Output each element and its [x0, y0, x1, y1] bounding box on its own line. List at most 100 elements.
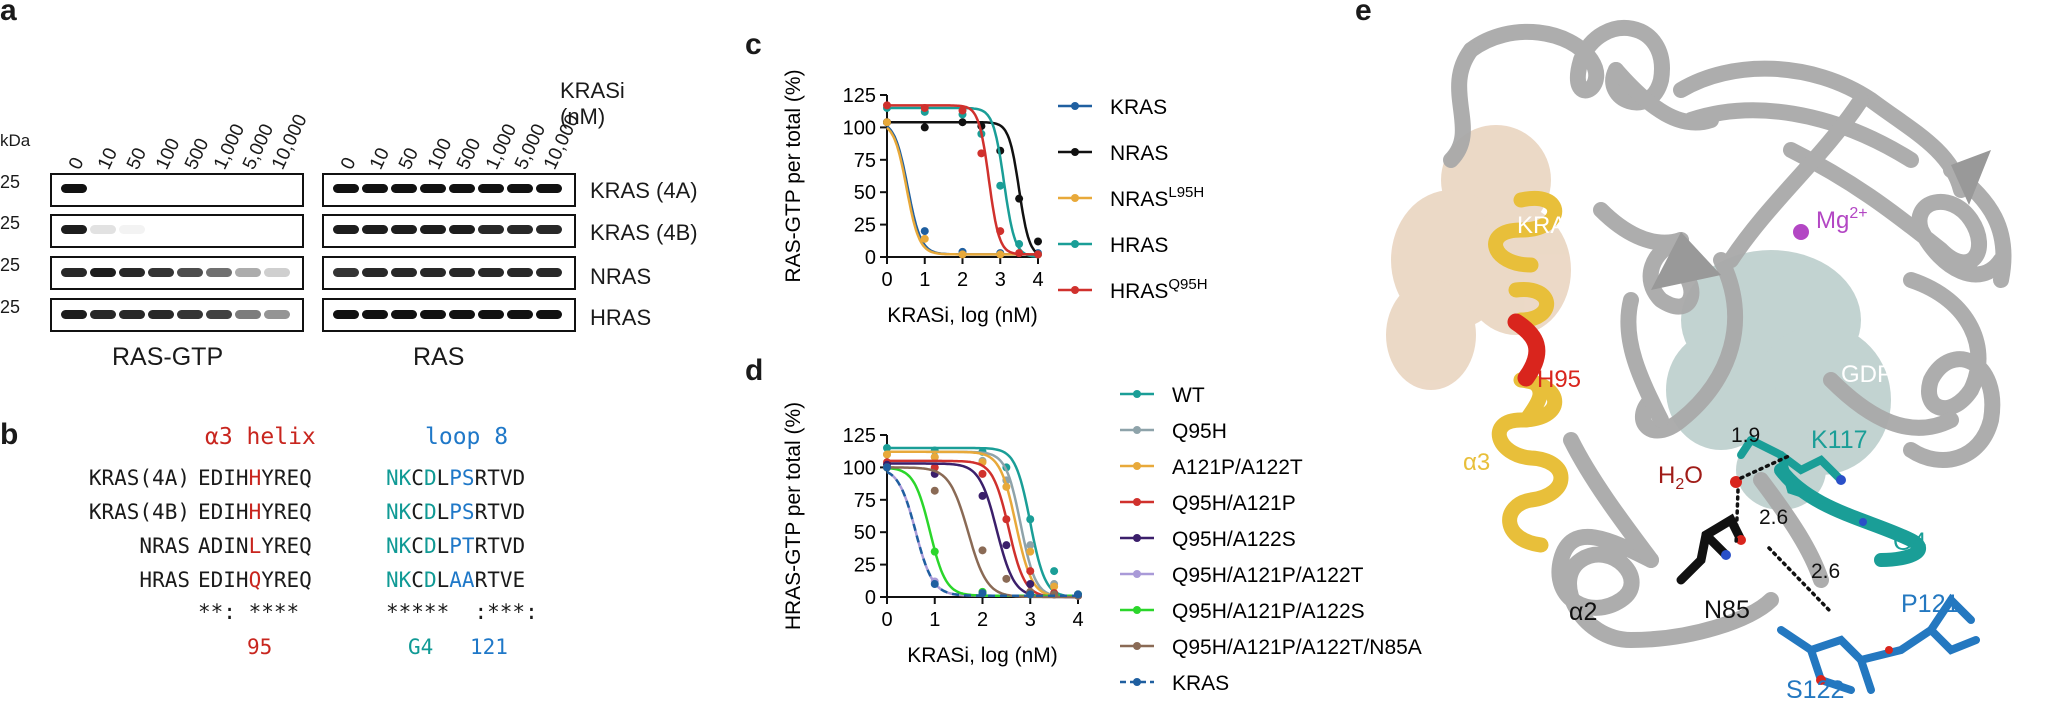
data-point: [996, 227, 1005, 236]
x-tick-label: 3: [1025, 609, 1036, 631]
legend-name: Q95H: [1172, 420, 1227, 443]
data-point: [958, 106, 967, 115]
x-tick-label: 4: [1032, 269, 1043, 291]
band-right-3-5: [478, 310, 504, 319]
conservation-helix: **: ****: [198, 600, 300, 624]
data-point: [920, 234, 929, 243]
helix-residue: L: [248, 534, 262, 558]
water-oxygen: [1730, 476, 1742, 488]
legend-marker: [1071, 286, 1079, 294]
blot-right-row-3: [322, 298, 576, 332]
data-point: [996, 250, 1005, 259]
h95-label: H95: [1537, 366, 1581, 393]
legend-name: NRAS: [1110, 142, 1168, 165]
helix-residue: Q: [248, 568, 262, 592]
y-tick-label: 50: [854, 522, 876, 544]
y-tick-label: 75: [854, 490, 876, 512]
legend-name: KRAS: [1172, 672, 1229, 695]
data-point: [883, 101, 891, 110]
row-label-nras: NRAS: [590, 264, 652, 289]
data-point: [1074, 590, 1082, 599]
protein-structure: KRASi Mg2+ GDP H95 α3 H2O 1.9 K117 2.6 G…: [1386, 20, 2012, 704]
group-label-ras: RAS: [413, 343, 465, 371]
data-point: [1050, 590, 1059, 599]
band-right-2-0: [333, 268, 359, 277]
protein-ribbon: [1443, 20, 2012, 648]
data-point: [1026, 547, 1035, 556]
band-left-2-3: [148, 268, 174, 277]
band-right-0-2: [391, 184, 417, 193]
panel-b-label: b: [0, 418, 19, 451]
band-left-3-5: [206, 310, 232, 319]
kda-mark-2: 25: [0, 213, 21, 233]
k117-sticks: [1737, 436, 1845, 504]
loop-residue: L: [436, 534, 450, 558]
data-point: [883, 463, 891, 472]
x-tick-label: 2: [977, 609, 988, 631]
band-right-2-4: [449, 268, 475, 277]
band-right-1-0: [333, 225, 359, 234]
data-point: [958, 250, 967, 259]
data-point: [930, 486, 939, 495]
loop-sequence: NKCDLPSRTVD: [386, 466, 525, 490]
helix-residue: H: [248, 500, 262, 524]
legend-name: Q95H/A121P/A122T: [1172, 564, 1364, 587]
krasi-structure-label: KRASi: [1517, 212, 1588, 239]
loop-residue: RTVE: [474, 568, 526, 592]
helix-residue: YREQ: [261, 568, 312, 592]
legend-name: Q95H/A122S: [1172, 528, 1296, 551]
legend-label: WT: [1172, 384, 1205, 407]
loop-residue: D: [423, 568, 437, 592]
n85-label: N85: [1704, 596, 1750, 624]
band-right-2-6: [507, 268, 533, 277]
legend-label: NRAS: [1110, 142, 1168, 165]
group-label-ras-gtp: RAS-GTP: [112, 343, 224, 371]
band-right-0-1: [362, 184, 388, 193]
y-tick-label: 25: [854, 555, 876, 577]
loop-residue: L: [436, 466, 450, 490]
nitrogen-atoms: [1721, 475, 1867, 560]
legend-marker: [1071, 102, 1079, 110]
loop-residue: D: [423, 534, 437, 558]
row-label-hras: HRAS: [590, 305, 652, 330]
band-left-2-4: [177, 268, 203, 277]
legend-marker: [1071, 194, 1079, 202]
legend-name: A121P/A122T: [1172, 456, 1303, 479]
loop-residue: RTVD: [474, 500, 526, 524]
legend-marker: [1133, 570, 1141, 578]
band-left-1-0: [61, 225, 87, 234]
data-point: [883, 450, 891, 459]
water-label: H2O: [1658, 462, 1703, 493]
blot-left-row-1: [50, 214, 304, 248]
gdp-label: GDP: [1841, 361, 1893, 388]
y-tick-label: 75: [854, 150, 876, 172]
band-right-2-2: [391, 268, 417, 277]
legend-label: A121P/A122T: [1172, 456, 1303, 479]
krasi-label: KRASi: [560, 78, 625, 103]
band-left-2-5: [206, 268, 232, 277]
helix-sequence: EDIHHYREQ: [198, 500, 312, 524]
concentration-label-left: 10,000: [268, 111, 312, 173]
helix-residue: YREQ: [261, 534, 312, 558]
legend-marker: [1133, 390, 1141, 398]
y-tick-label: 0: [865, 247, 876, 269]
loop-residue: RTVD: [474, 534, 526, 558]
data-point: [883, 443, 891, 452]
band-right-3-6: [507, 310, 533, 319]
data-point: [978, 589, 987, 598]
x-tick-label: 4: [1072, 609, 1083, 631]
band-left-0-0: [61, 184, 87, 193]
kda-label: kDa: [0, 131, 31, 150]
loop-residue: D: [423, 466, 437, 490]
legend-marker: [1133, 642, 1141, 650]
y-tick-label: 100: [843, 457, 876, 479]
band-right-0-0: [333, 184, 359, 193]
band-left-1-2: [119, 225, 145, 234]
band-right-3-0: [333, 310, 359, 319]
chart-c: 0 1 2 3 4 0 25 50 75 100 125 KRASi, log (nM) RAS-GTP…: [782, 69, 1208, 327]
data-point: [978, 469, 987, 478]
loop-sequence: NKCDLPSRTVD: [386, 500, 525, 524]
legend-name: WT: [1172, 384, 1205, 407]
alpha3-helix: [1488, 190, 1569, 553]
legend-marker: [1133, 426, 1141, 434]
